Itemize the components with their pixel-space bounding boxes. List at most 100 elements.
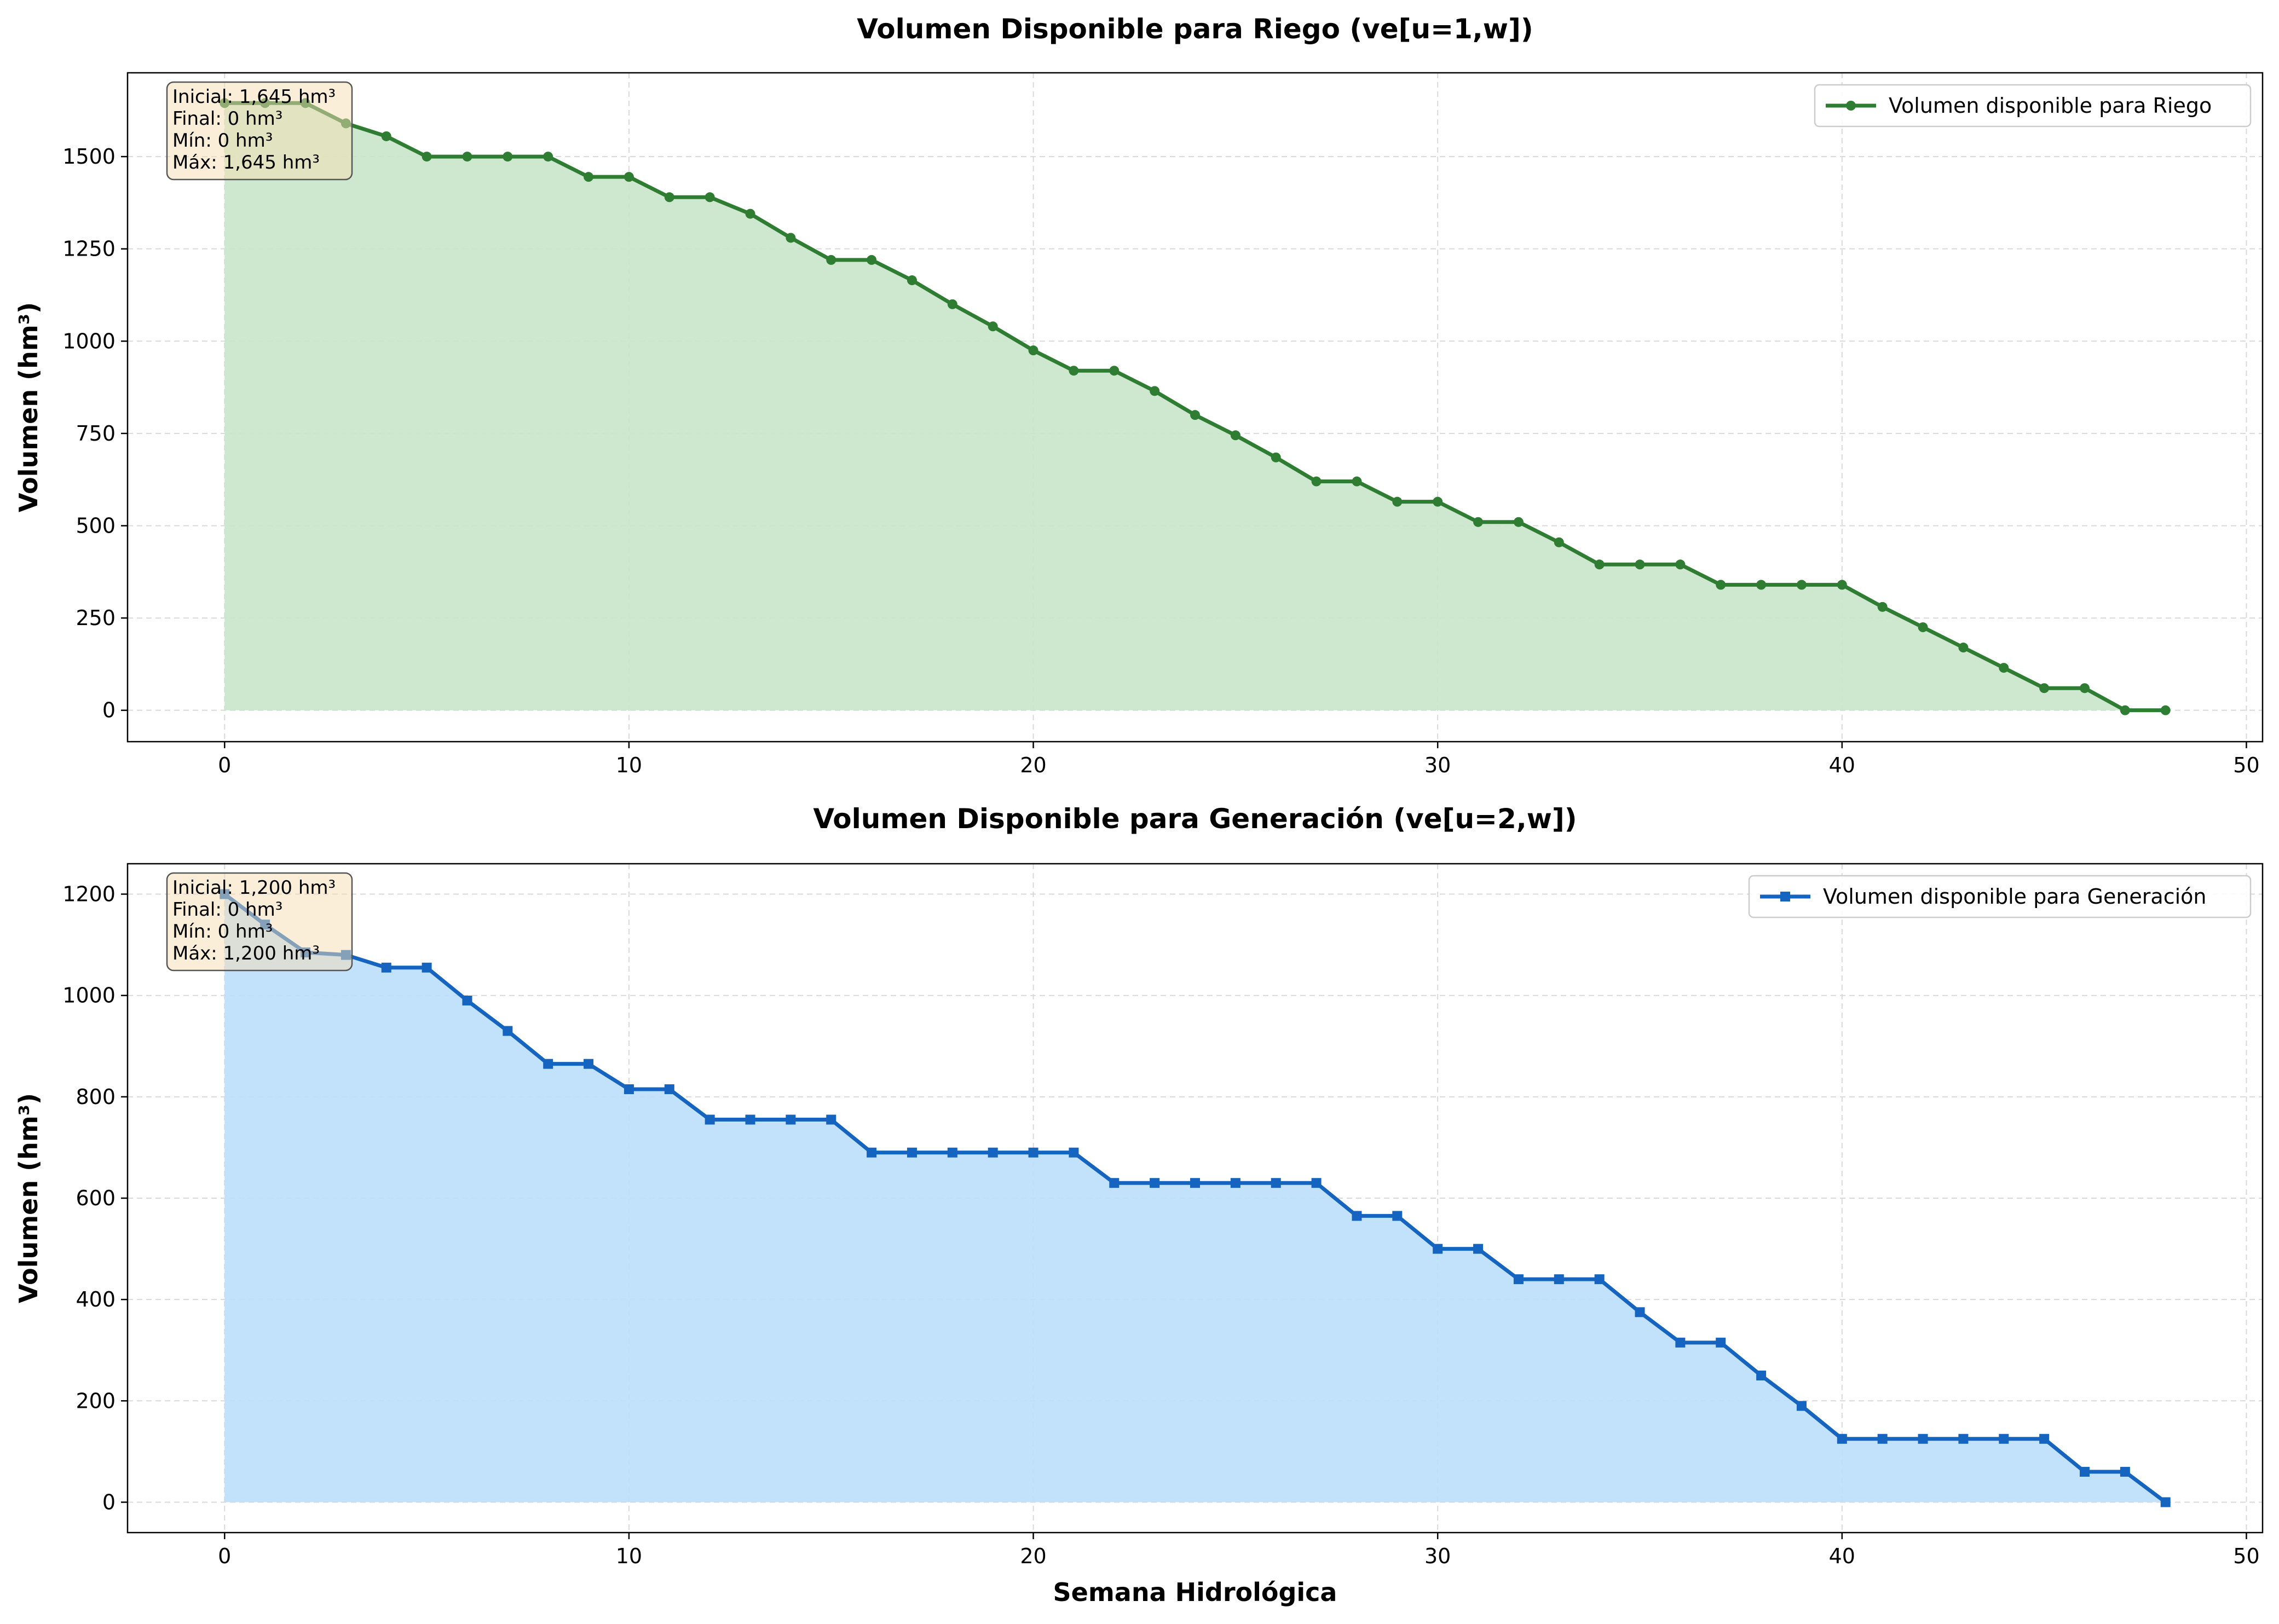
stats-box — [166, 81, 353, 181]
x-tick-label: 30 — [1424, 1544, 1451, 1568]
y-tick-label: 1000 — [62, 329, 116, 353]
legend-marker — [1846, 101, 1856, 111]
y-tick-label: 800 — [76, 1085, 116, 1109]
data-point — [1392, 1211, 1403, 1221]
data-point — [624, 1084, 634, 1094]
data-point — [664, 1084, 674, 1094]
data-point — [1392, 496, 1403, 507]
data-point — [462, 995, 472, 1005]
data-point — [1513, 1274, 1524, 1285]
data-point — [422, 152, 432, 162]
x-tick-label: 20 — [1020, 1544, 1046, 1568]
y-tick-label: 750 — [76, 421, 116, 446]
stats-line: Máx: 1,200 hm³ — [172, 943, 320, 964]
data-point — [1958, 1434, 1969, 1444]
plot-frame — [126, 72, 2264, 743]
data-point — [1837, 580, 1847, 590]
x-tick-label: 10 — [616, 753, 642, 777]
data-point — [705, 192, 715, 203]
data-point — [1109, 366, 1120, 376]
data-point — [1796, 580, 1807, 590]
data-point — [786, 233, 796, 243]
y-tick-label: 600 — [76, 1186, 116, 1210]
data-point — [1918, 1434, 1928, 1444]
chart-panel-1: Volumen Disponible para Riego (ve[u=1,w]… — [14, 13, 2264, 777]
data-point — [1190, 1178, 1200, 1188]
data-point — [1028, 345, 1038, 356]
y-axis-label: Volumen (hm³) — [14, 302, 43, 512]
data-point — [2080, 1466, 2090, 1477]
data-point — [1877, 602, 1888, 612]
y-tick-label: 1250 — [62, 237, 116, 261]
data-point — [745, 1114, 755, 1125]
y-tick-label: 1500 — [62, 145, 116, 169]
data-point — [1069, 1147, 1079, 1158]
data-point — [1756, 1371, 1767, 1381]
data-point — [1513, 517, 1524, 527]
data-point — [1473, 517, 1484, 527]
x-tick-label: 40 — [1829, 1544, 1855, 1568]
data-point — [826, 255, 836, 265]
data-point — [1837, 1434, 1847, 1444]
data-point — [1473, 1244, 1484, 1254]
data-point — [745, 209, 755, 219]
data-point — [947, 299, 957, 309]
data-point — [2120, 1466, 2130, 1477]
stats-line: Final: 0 hm³ — [172, 108, 282, 130]
stats-line: Inicial: 1,200 hm³ — [172, 877, 336, 899]
data-point — [584, 1059, 594, 1069]
data-point — [1230, 1178, 1241, 1188]
data-point — [1918, 622, 1928, 632]
data-point — [988, 321, 998, 332]
data-point — [1150, 1178, 1160, 1188]
data-point — [503, 1026, 513, 1036]
y-tick-label: 1000 — [62, 984, 116, 1008]
data-point — [1150, 386, 1160, 396]
series-area — [224, 103, 2166, 710]
data-point — [1109, 1178, 1120, 1188]
data-point — [1433, 496, 1443, 507]
data-point — [1271, 1178, 1281, 1188]
data-point — [2160, 1497, 2171, 1507]
data-point — [1271, 452, 1281, 463]
data-point — [1675, 559, 1686, 570]
x-tick-label: 50 — [2233, 1544, 2259, 1568]
y-tick-label: 200 — [76, 1389, 116, 1413]
x-tick-label: 0 — [218, 753, 231, 777]
data-point — [584, 172, 594, 182]
data-point — [543, 1059, 553, 1069]
x-tick-label: 20 — [1020, 753, 1046, 777]
data-point — [705, 1114, 715, 1125]
data-point — [786, 1114, 796, 1125]
data-point — [1028, 1147, 1038, 1158]
data-point — [1352, 1211, 1362, 1221]
data-point — [503, 152, 513, 162]
chart-title: Volumen Disponible para Generación (ve[u… — [813, 803, 1577, 835]
data-point — [826, 1114, 836, 1125]
y-tick-label: 500 — [76, 513, 116, 538]
y-tick-label: 1200 — [62, 882, 116, 906]
legend-box — [1814, 84, 2252, 128]
stats-line: Máx: 1,645 hm³ — [172, 152, 320, 174]
legend-label: Volumen disponible para Generación — [1823, 885, 2207, 909]
data-point — [1999, 663, 2009, 673]
data-point — [1190, 410, 1200, 420]
x-tick-label: 30 — [1424, 753, 1451, 777]
data-point — [1796, 1401, 1807, 1411]
data-point — [1999, 1434, 2009, 1444]
data-point — [1675, 1337, 1686, 1348]
data-point — [907, 1147, 917, 1158]
data-point — [1635, 1307, 1645, 1317]
legend-box — [1748, 875, 2252, 918]
x-tick-label: 0 — [218, 1544, 231, 1568]
chart-title: Volumen Disponible para Riego (ve[u=1,w]… — [857, 13, 1533, 45]
data-point — [1433, 1244, 1443, 1254]
data-point — [1877, 1434, 1888, 1444]
data-point — [1635, 559, 1645, 570]
data-point — [1230, 430, 1241, 441]
data-point — [1594, 559, 1605, 570]
series-area — [224, 894, 2166, 1502]
data-point — [624, 172, 634, 182]
